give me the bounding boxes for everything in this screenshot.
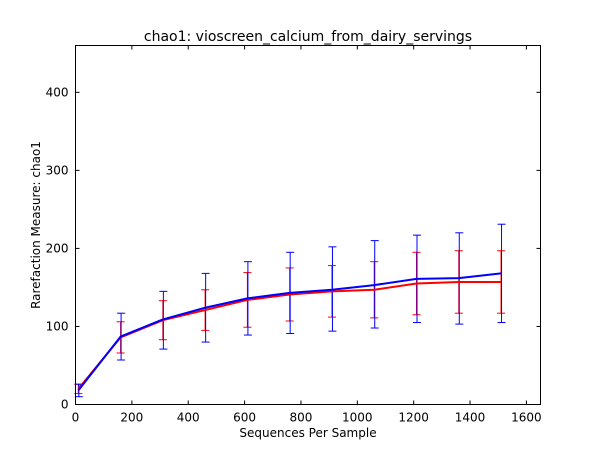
x-tick-label: 400	[177, 411, 200, 425]
x-tick-label: 1000	[342, 411, 373, 425]
x-axis-label: Sequences Per Sample	[239, 426, 376, 440]
y-tick-label: 300	[46, 163, 69, 177]
x-tick-label: 1200	[398, 411, 429, 425]
y-tick-label: 0	[61, 398, 69, 412]
y-axis-label: Rarefaction Measure: chao1	[29, 141, 43, 309]
x-tick-label: 0	[72, 411, 80, 425]
axis-ticks: 0 200 400 600 800 1000 1200 1400 1600 0 100 200 300 4…	[46, 45, 542, 425]
y-tick-label: 400	[46, 85, 69, 99]
x-tick-label: 800	[290, 411, 313, 425]
x-tick-label: 1600	[511, 411, 542, 425]
series-line-1	[77, 272, 502, 392]
x-tick-label: 600	[233, 411, 256, 425]
plot-area	[74, 223, 506, 398]
x-tick-label: 200	[120, 411, 143, 425]
y-tick-label: 100	[46, 319, 69, 333]
y-tick-label: 200	[46, 241, 69, 255]
series-1	[74, 223, 506, 398]
chart-title: chao1: vioscreen_calcium_from_dairy_serv…	[144, 29, 472, 45]
plot-frame	[75, 45, 541, 405]
x-tick-label: 1400	[455, 411, 486, 425]
